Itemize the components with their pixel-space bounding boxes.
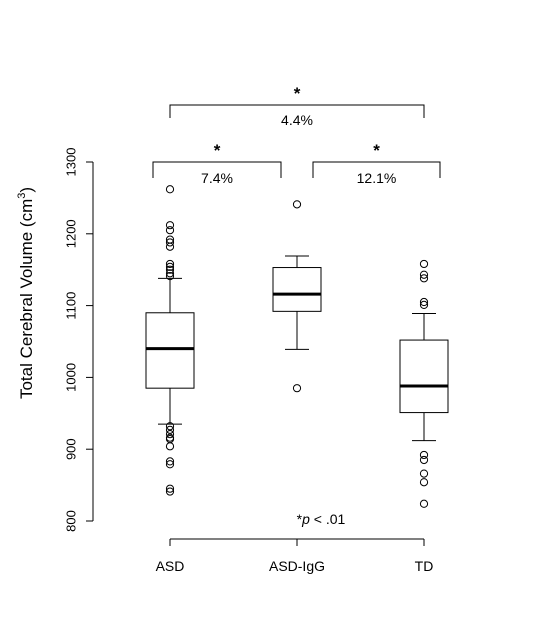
box-iqr	[399, 339, 449, 414]
outlier-point	[165, 242, 175, 251]
bracket-line	[169, 104, 425, 118]
significance-star: *	[373, 141, 380, 160]
box-group-asd-igg	[272, 200, 322, 393]
y-axis-label-superscript: 3	[16, 193, 28, 199]
y-tick-label: 1100	[64, 292, 79, 320]
outlier-point	[165, 484, 175, 493]
comparison-bracket: * 7.4%	[152, 141, 282, 186]
box-iqr	[272, 267, 322, 312]
bracket-line	[152, 161, 282, 178]
outlier-point	[419, 450, 429, 460]
percent-difference-label: 7.4%	[201, 170, 233, 186]
outlier-point	[165, 265, 175, 274]
x-tick-label: ASD-IgG	[269, 558, 325, 574]
outlier-point	[292, 384, 302, 393]
footnote-p: p	[301, 511, 310, 527]
outlier-point	[419, 300, 429, 309]
percent-difference-label: 4.4%	[281, 112, 313, 128]
y-axis-label: Total Cerebral Volume (cm3)	[16, 187, 36, 399]
outlier-point	[419, 274, 429, 283]
outlier-point	[165, 460, 175, 469]
comparison-bracket: * 4.4%	[169, 84, 425, 128]
footnote: *p < .01	[297, 511, 346, 527]
significance-star: *	[214, 141, 221, 160]
significance-star: *	[294, 84, 301, 103]
footnote-star: *	[297, 511, 303, 527]
outlier-point	[165, 259, 175, 269]
footnote-rest: < .01	[310, 511, 346, 527]
outlier-point	[165, 185, 175, 194]
outlier-point	[419, 270, 429, 279]
y-tick-label: 1300	[64, 148, 79, 177]
outlier-point	[419, 259, 429, 269]
y-tick-label: 900	[64, 438, 79, 460]
outlier-point	[419, 499, 429, 508]
x-tick-label: ASD	[156, 558, 185, 574]
outlier-point	[165, 422, 175, 431]
outlier-point	[165, 442, 175, 451]
outlier-point	[165, 272, 175, 281]
percent-difference-label: 12.1%	[357, 170, 397, 186]
comparison-bracket: * 12.1%	[312, 141, 441, 186]
y-tick-label: 1200	[64, 219, 79, 248]
outlier-point	[419, 297, 429, 307]
y-axis: 800 900 1000 1100 1200 1300	[64, 148, 94, 532]
y-axis-label-text: Total Cerebral Volume (cm	[17, 199, 36, 399]
y-tick-label: 800	[64, 510, 79, 532]
outlier-point	[419, 478, 429, 487]
outlier-point	[165, 457, 175, 466]
outlier-point	[165, 238, 175, 247]
outlier-point	[419, 455, 429, 465]
box-iqr	[145, 312, 195, 389]
y-tick-label: 1000	[64, 363, 79, 392]
outlier-point	[419, 469, 429, 478]
box-group-td	[399, 259, 449, 508]
outlier-point	[165, 430, 175, 439]
y-axis-label-close: )	[17, 187, 36, 193]
outlier-point	[292, 200, 302, 209]
outlier-point	[165, 487, 175, 496]
x-tick-label: TD	[415, 558, 434, 574]
outlier-point	[165, 226, 175, 235]
outlier-point	[165, 425, 175, 434]
outlier-point	[165, 269, 175, 278]
boxes	[145, 185, 449, 508]
box-group-asd	[145, 185, 195, 496]
bracket-line	[312, 161, 441, 178]
outlier-point	[165, 221, 175, 230]
significance-brackets: * 4.4% * 7.4% * 12.1%	[152, 84, 441, 186]
outlier-point	[165, 262, 175, 271]
x-axis: ASD ASD-IgG TD	[156, 538, 434, 574]
